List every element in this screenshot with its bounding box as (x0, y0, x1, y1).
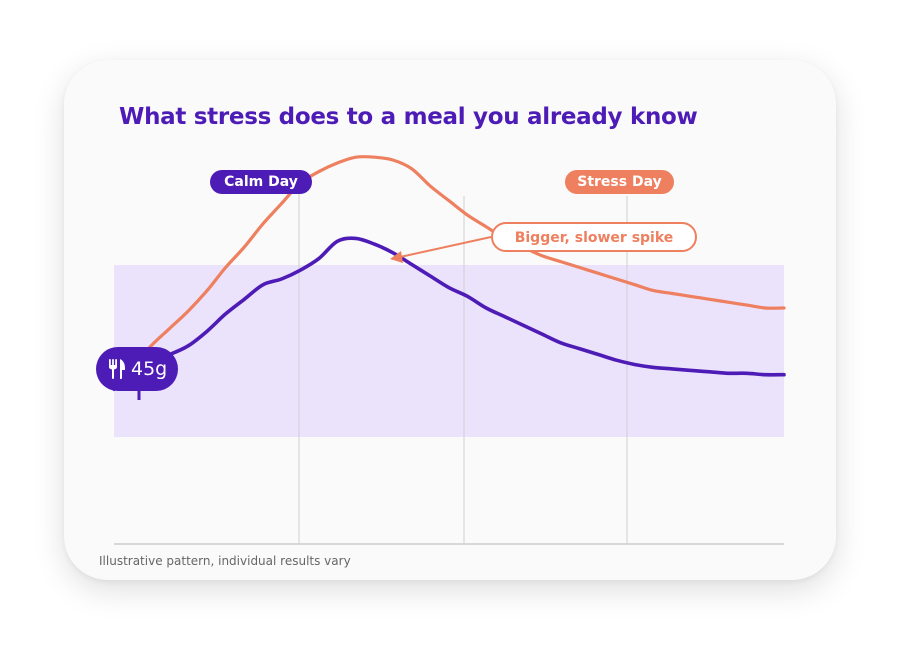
chart-title: What stress does to a meal you already k… (119, 104, 698, 130)
fork-knife-icon (108, 359, 126, 379)
callout-arrowhead (390, 251, 403, 263)
series-line-stress-day (112, 155, 786, 385)
stress-day-label: Stress Day (565, 170, 674, 194)
spike-callout: Bigger, slower spike (491, 222, 697, 252)
chart-plot (112, 155, 786, 545)
series-line-calm-day (112, 236, 786, 391)
meal-carbs-value: 45g (131, 358, 168, 380)
target-range-band (114, 265, 784, 437)
calm-day-label: Calm Day (210, 170, 312, 194)
meal-marker: 45g (96, 347, 178, 391)
chart-card: What stress does to a meal you already k… (64, 60, 836, 580)
footnote: Illustrative pattern, individual results… (99, 554, 351, 568)
callout-arrow (399, 236, 492, 258)
